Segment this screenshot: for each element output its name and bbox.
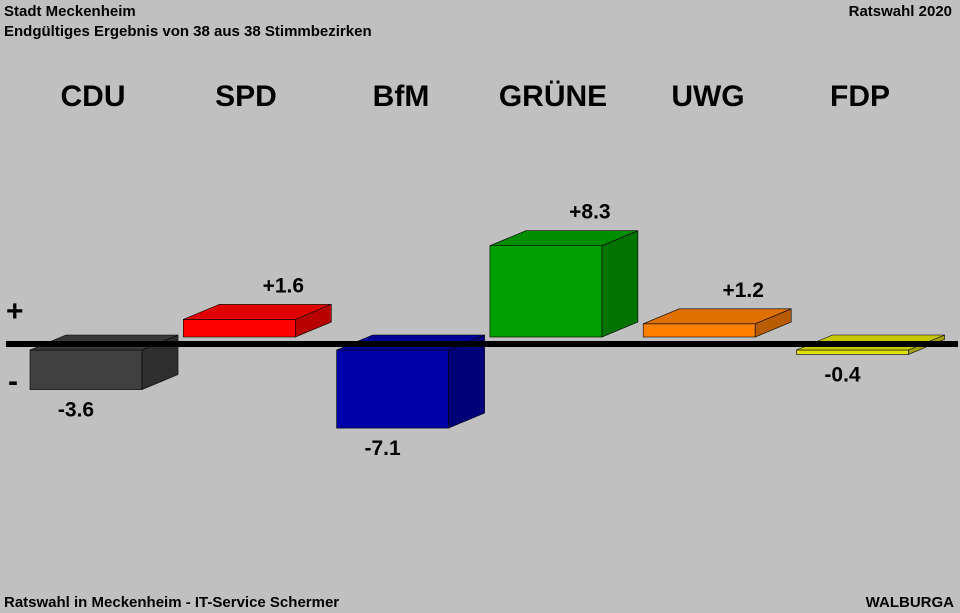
bar-top [183, 304, 332, 320]
bar-grüne [489, 230, 639, 338]
bar-front [336, 349, 449, 429]
value-label: +1.2 [722, 279, 763, 302]
bars [29, 230, 945, 429]
value-label: -0.4 [824, 363, 861, 386]
bar-side [448, 334, 485, 429]
chart-subtitle: Endgültiges Ergebnis von 38 aus 38 Stimm… [4, 23, 372, 40]
bar-top [643, 308, 792, 325]
bar-bfm [336, 334, 485, 429]
category-label: SPD [215, 80, 277, 113]
bar-front [796, 349, 909, 355]
category-label: CDU [61, 80, 126, 113]
category-label: FDP [830, 80, 890, 113]
bar-top [489, 230, 639, 246]
category-label: BfM [373, 80, 430, 113]
category-labels: CDU SPD BfM GRÜNE UWG FDP [61, 80, 891, 113]
election-label: Ratswahl 2020 [848, 3, 952, 20]
bar-front [183, 319, 296, 338]
bar-front [489, 245, 603, 338]
value-label: -7.1 [365, 437, 402, 460]
bar-uwg [642, 308, 792, 338]
footer-credit: Ratswahl in Meckenheim - IT-Service Sche… [4, 594, 340, 611]
bar-side [601, 230, 639, 338]
category-label: UWG [671, 80, 744, 113]
bar-front [642, 323, 756, 338]
bar-front [29, 349, 143, 390]
value-label: -3.6 [58, 399, 94, 422]
minus-sign: - [8, 365, 18, 398]
value-label: +8.3 [569, 201, 610, 224]
category-label: GRÜNE [499, 80, 607, 113]
chart-title: Stadt Meckenheim [4, 3, 136, 20]
value-label: +1.6 [263, 274, 304, 297]
plus-sign: + [6, 295, 24, 328]
value-labels: -3.6 +1.6 -7.1 +8.3 +1.2 -0.4 [58, 201, 861, 460]
footer-brand: WALBURGA [865, 594, 954, 611]
bar-spd [183, 303, 332, 338]
